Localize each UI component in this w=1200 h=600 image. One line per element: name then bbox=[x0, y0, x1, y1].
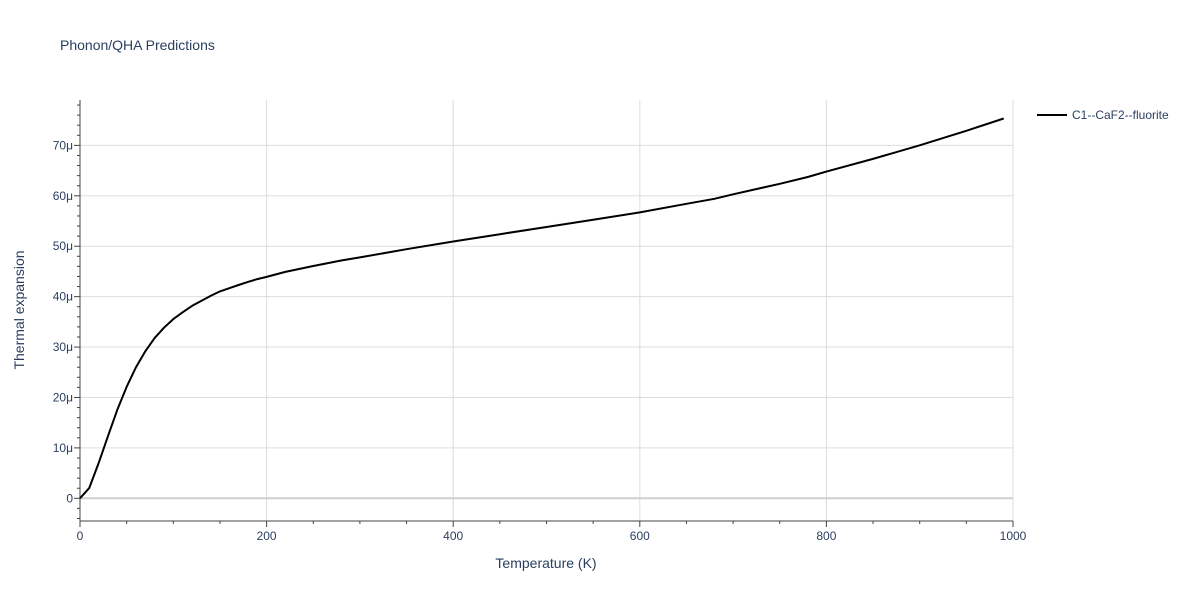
y-tick-label: 10μ bbox=[53, 441, 73, 455]
axes bbox=[74, 100, 1014, 527]
x-axis-ticks: 0 200 400 600 800 1000 bbox=[77, 529, 1027, 543]
x-tick-label: 600 bbox=[630, 529, 650, 543]
y-tick-label: 60μ bbox=[53, 189, 73, 203]
x-tick-label: 800 bbox=[816, 529, 836, 543]
x-axis-title: Temperature (K) bbox=[495, 555, 596, 571]
x-tick-label: 400 bbox=[443, 529, 463, 543]
x-tick-label: 1000 bbox=[1000, 529, 1027, 543]
y-tick-label: 40μ bbox=[53, 290, 73, 304]
y-tick-label: 30μ bbox=[53, 340, 73, 354]
chart-title: Phonon/QHA Predictions bbox=[60, 37, 215, 53]
x-tick-label: 200 bbox=[257, 529, 277, 543]
y-tick-label: 70μ bbox=[53, 138, 73, 152]
series-lines bbox=[79, 117, 1005, 499]
legend[interactable]: C1--CaF2--fluorite bbox=[1037, 108, 1169, 122]
grid-lines bbox=[80, 100, 1014, 521]
y-axis-title: Thermal expansion bbox=[11, 250, 27, 369]
y-axis-ticks: 0 10μ 20μ 30μ 40μ 50μ 60μ 70μ bbox=[53, 138, 74, 505]
y-tick-label: 50μ bbox=[53, 239, 73, 253]
y-tick-label: 0 bbox=[66, 491, 73, 505]
series-line-0 bbox=[79, 117, 1005, 499]
y-tick-label: 20μ bbox=[53, 390, 73, 404]
legend-label-c1-caf2-fluorite: C1--CaF2--fluorite bbox=[1072, 108, 1169, 122]
x-tick-label: 0 bbox=[77, 529, 84, 543]
